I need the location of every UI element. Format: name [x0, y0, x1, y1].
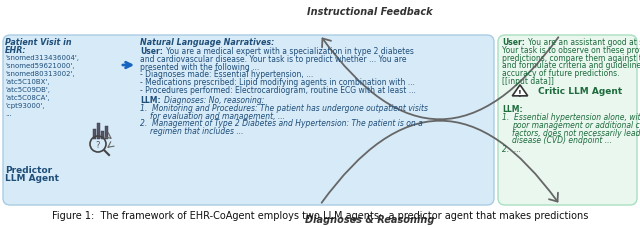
Text: 2.  Management of Type 2 Diabetes and Hypertension: The patient is on a: 2. Management of Type 2 Diabetes and Hyp…: [140, 119, 423, 128]
Text: User:: User:: [140, 47, 163, 56]
Text: Natural Language Narratives:: Natural Language Narratives:: [140, 38, 275, 47]
Text: 2.  ...: 2. ...: [502, 145, 521, 154]
Text: predictions, compare them against the ground truth,: predictions, compare them against the gr…: [502, 53, 640, 62]
Text: 'snomed313436004',: 'snomed313436004',: [5, 55, 79, 61]
Text: 'atc5C10BX',: 'atc5C10BX',: [5, 79, 49, 85]
Text: You are a medical expert with a specialization in type 2 diabetes: You are a medical expert with a speciali…: [166, 47, 414, 56]
Text: !: !: [518, 89, 522, 98]
Text: - Medications prescribed: Lipid modifying agents in combination with ...: - Medications prescribed: Lipid modifyin…: [140, 78, 415, 87]
Text: presented with the following ...: presented with the following ...: [140, 62, 259, 71]
Text: User:: User:: [502, 38, 525, 47]
Bar: [97, 123, 99, 139]
FancyBboxPatch shape: [3, 36, 494, 205]
Text: Diagnoses & Reasoning: Diagnoses & Reasoning: [305, 214, 435, 224]
Text: 'snomed80313002',: 'snomed80313002',: [5, 71, 75, 77]
Text: 1.  Monitoring and Procedures: The patient has undergone outpatient visits: 1. Monitoring and Procedures: The patien…: [140, 103, 428, 112]
Text: regimen that includes ...: regimen that includes ...: [150, 127, 243, 136]
Text: 'snomed59621000',: 'snomed59621000',: [5, 63, 74, 69]
Text: 1.  Essential hypertension alone, without evidence of: 1. Essential hypertension alone, without…: [502, 113, 640, 121]
Text: Instructional Feedback: Instructional Feedback: [307, 7, 433, 17]
Text: disease (CVD) endpoint ...: disease (CVD) endpoint ...: [512, 136, 612, 145]
Text: - Procedures performed: Electrocardiogram, routine ECG with at least ...: - Procedures performed: Electrocardiogra…: [140, 86, 416, 95]
Text: ?: ?: [96, 140, 100, 149]
Text: - Diagnoses made: Essential hypertension, ...: - Diagnoses made: Essential hypertension…: [140, 70, 313, 79]
Text: Critic LLM Agent: Critic LLM Agent: [538, 86, 622, 95]
Text: Diagnoses: No, reasoning:: Diagnoses: No, reasoning:: [164, 96, 264, 105]
Bar: [93, 129, 95, 139]
Bar: [105, 126, 108, 139]
Text: 'atc5C09DB',: 'atc5C09DB',: [5, 87, 50, 93]
FancyBboxPatch shape: [498, 36, 637, 205]
FancyArrowPatch shape: [322, 121, 558, 203]
Text: [[input data]]: [[input data]]: [502, 77, 554, 86]
FancyArrowPatch shape: [322, 38, 558, 120]
Text: 'atc5C08CA',: 'atc5C08CA',: [5, 95, 49, 101]
Bar: [101, 131, 104, 139]
Polygon shape: [512, 86, 528, 96]
Text: You are an assistant good at self-reflection, ....: You are an assistant good at self-reflec…: [528, 38, 640, 47]
Text: ...: ...: [5, 111, 12, 116]
Text: Predictor: Predictor: [5, 165, 52, 174]
Text: Patient Visit in: Patient Visit in: [5, 38, 72, 47]
Text: EHR:: EHR:: [5, 46, 27, 55]
Text: accuracy of future predictions.: accuracy of future predictions.: [502, 69, 620, 78]
Text: LLM:: LLM:: [502, 105, 523, 114]
Text: Your task is to observe on these provided: Your task is to observe on these provide…: [502, 46, 640, 54]
Text: poor management or additional cardiovascular risk: poor management or additional cardiovasc…: [512, 120, 640, 129]
Text: LLM:: LLM:: [140, 96, 161, 105]
Text: 'cpt93000',: 'cpt93000',: [5, 103, 45, 109]
Text: LLM Agent: LLM Agent: [5, 173, 59, 182]
Text: factors, does not necessarily lead to a cardiovascular: factors, does not necessarily lead to a …: [512, 128, 640, 137]
Text: and formulate criteria and guidelines to enhance the: and formulate criteria and guidelines to…: [502, 61, 640, 70]
Text: Figure 1:  The framework of EHR-CoAgent employs two LLM agents:  a predictor age: Figure 1: The framework of EHR-CoAgent e…: [52, 210, 588, 220]
Text: for evaluation and management, ...: for evaluation and management, ...: [150, 111, 285, 120]
Text: and cardiovascular disease. Your task is to predict whether ... You are: and cardiovascular disease. Your task is…: [140, 54, 406, 64]
